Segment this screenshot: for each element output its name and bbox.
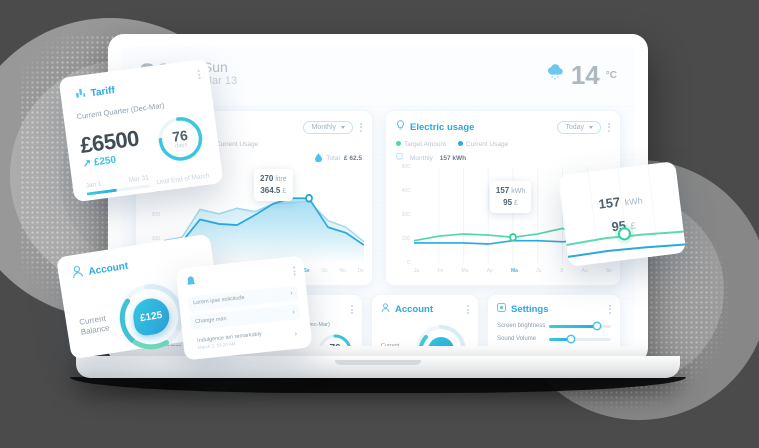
settings-card[interactable]: Settings Screen brightness Sound Volume	[487, 294, 621, 346]
electric-sub-label: Monthly	[410, 154, 433, 162]
electric-period-label: Today	[565, 123, 584, 131]
laptop-base-shadow	[70, 377, 686, 393]
electric-chart-y-axis: 600 450 300 150 0	[401, 164, 410, 266]
electric-legend: Target Amount Current Usage	[396, 141, 610, 148]
water-chart-plot	[164, 167, 364, 263]
notification-text: Lorem ipse solicitude	[192, 294, 245, 307]
floating-chart-tooltip-card: 157 kWh 95 £	[557, 161, 687, 267]
chevron-down-icon	[341, 125, 345, 129]
floating-tariff-days-label: days	[174, 142, 189, 150]
bell-icon	[185, 276, 196, 291]
account-card-title: Account	[395, 304, 433, 315]
settings-card-title-group: Settings	[497, 303, 548, 315]
bulb-icon	[396, 120, 405, 134]
rain-cloud-icon	[545, 63, 565, 87]
notification-text: Change man	[194, 316, 227, 326]
laptop-base	[76, 356, 680, 378]
user-icon	[381, 303, 390, 316]
water-chart-tooltip: 270 litre 364.5 £	[254, 169, 293, 202]
floating-tariff-title: Tariff	[89, 84, 116, 99]
tariff-days-value: 76	[329, 343, 340, 346]
volume-slider[interactable]	[549, 336, 611, 342]
water-card-menu-button[interactable]	[360, 122, 362, 132]
account-card[interactable]: Account Current Balance	[371, 294, 479, 346]
settings-icon	[497, 303, 506, 315]
electric-period-dropdown[interactable]: Today	[557, 120, 601, 134]
setting-sound-volume[interactable]: Sound Volume	[497, 336, 611, 342]
settings-card-menu-button[interactable]	[609, 304, 611, 314]
electric-card-title-group: Electric usage	[396, 120, 474, 134]
brightness-slider[interactable]	[549, 323, 611, 329]
floating-account-balance-label: Current Balance	[78, 313, 111, 337]
floating-tariff-days-ring: 76 days	[154, 112, 208, 166]
water-period-label: Monthly	[311, 123, 336, 131]
arrow-right-icon[interactable]: ›	[292, 308, 296, 317]
floating-tooltip-surface: 157 kWh 95 £	[557, 161, 687, 267]
electric-card-header: Electric usage Today	[396, 120, 610, 134]
electric-legend-current: Current Usage	[457, 141, 508, 148]
weather-unit: °C	[605, 69, 617, 81]
electric-sub-value: 157 kWh	[439, 154, 467, 162]
electric-subline: Monthly 157 kWh	[396, 153, 610, 163]
floating-notifications-list: Lorem ipse solicitude › Change man › Ind…	[187, 285, 304, 355]
arrow-right-icon[interactable]: ›	[294, 330, 298, 339]
floating-tooltip-value: 157	[597, 194, 622, 212]
floating-notifications-card[interactable]: Lorem ipse solicitude › Change man › Ind…	[175, 255, 313, 361]
water-total-value: £ 62.5	[343, 155, 362, 162]
floating-tooltip-unit: kWh	[624, 195, 644, 208]
account-balance-value: £125	[428, 337, 454, 346]
account-balance-gauge: £125	[413, 322, 469, 346]
floating-tariff-card[interactable]: Tariff Current Quarter (Dec-Mar) £6500 ↗…	[58, 58, 224, 203]
floating-notifications-title-group	[185, 265, 296, 290]
clock-day: Sun	[202, 59, 228, 75]
clock-date: Mar 13	[202, 74, 238, 87]
tariff-card-menu-button[interactable]	[351, 305, 353, 314]
setting-label: Screen brightness	[497, 323, 546, 329]
notification-text: Indulgence ten remarkably March 2, 15.20…	[196, 331, 263, 351]
bulb-icon-small	[396, 153, 403, 163]
account-card-header: Account	[381, 303, 469, 316]
floating-account-title-group: Account	[70, 246, 200, 282]
setting-label: Sound Volume	[497, 336, 537, 342]
laptop-base-notch	[335, 360, 421, 365]
electric-chart-tooltip: 157 kWh 95 £	[489, 181, 532, 214]
floating-tariff-range-end: Mar 31	[128, 174, 150, 185]
floating-tariff-menu-button[interactable]	[197, 69, 201, 80]
user-icon	[70, 265, 84, 283]
floating-tooltip-currency: £	[629, 220, 637, 232]
settings-card-header: Settings	[497, 303, 611, 315]
electric-card-menu-button[interactable]	[608, 122, 610, 132]
weather-widget: 14 °C	[545, 62, 617, 88]
weather-temperature: 14	[570, 60, 600, 90]
water-drop-icon-small	[315, 153, 323, 164]
floating-notifications-menu-button[interactable]	[292, 266, 296, 276]
floating-tariff-title-group: Tariff	[73, 71, 198, 103]
chevron-down-icon	[589, 125, 593, 129]
account-balance-label: Current Balance	[381, 342, 400, 346]
settings-card-title: Settings	[511, 303, 549, 315]
water-total-label: Total	[326, 155, 340, 162]
floating-account-title: Account	[87, 260, 129, 278]
electric-card-title: Electric usage	[410, 121, 475, 133]
electric-legend-target: Target Amount	[396, 141, 446, 148]
floating-tariff-until: Until End of March	[156, 172, 210, 187]
arrow-right-icon[interactable]: ›	[290, 289, 294, 298]
electric-chart-x-axis: Ja Fe Ma Ap Ma Ju Jl Au Se	[414, 268, 612, 274]
setting-screen-brightness[interactable]: Screen brightness	[497, 323, 611, 329]
floating-tariff-range-start: Jan 1	[85, 180, 103, 190]
water-period-dropdown[interactable]: Monthly	[303, 120, 353, 134]
account-card-title-group: Account	[381, 303, 433, 316]
tariff-icon	[73, 86, 87, 103]
account-card-menu-button[interactable]	[467, 305, 469, 314]
